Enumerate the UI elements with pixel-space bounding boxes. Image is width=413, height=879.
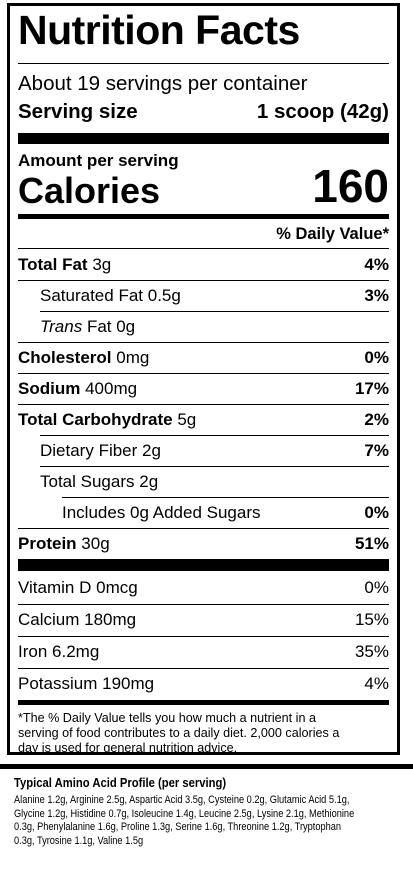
nutrient-amount: Fat 0g xyxy=(86,317,136,336)
nutrient-row-total-fat: Total Fat 3g 4% xyxy=(18,250,389,280)
row-rule xyxy=(18,604,389,605)
vitamin-name: Iron xyxy=(18,642,48,661)
amount-per-serving: Amount per serving xyxy=(18,151,179,170)
amino-line: 0.3g, Phenylalanine 1.6g, Proline 1.3g, … xyxy=(14,821,342,833)
row-rule xyxy=(18,404,389,405)
nutrient-name: Dietary Fiber xyxy=(40,441,138,460)
row-rule xyxy=(18,248,389,249)
vitamin-dv: 15% xyxy=(354,610,389,629)
vitamin-dv: 35% xyxy=(354,642,389,661)
serving-size-label: Serving size xyxy=(18,100,138,123)
vitamin-row-calcium: Calcium 180mg 15% xyxy=(18,605,389,635)
nutrient-dv: 3% xyxy=(364,286,389,305)
nutrition-facts-panel: Nutrition Facts About 19 servings per co… xyxy=(7,3,400,755)
nutrition-facts-title: Nutrition Facts xyxy=(18,7,300,53)
amino-profile-title: Typical Amino Acid Profile (per serving) xyxy=(14,776,227,790)
nutrient-name: Saturated Fat xyxy=(40,286,144,305)
row-rule xyxy=(40,311,389,312)
vitamin-name: Vitamin D xyxy=(18,578,92,597)
nutrient-name: Protein xyxy=(18,534,77,553)
amino-profile-body: Alanine 1.2g, Arginine 2.5g, Aspartic Ac… xyxy=(14,794,384,848)
nutrient-dv: 0% xyxy=(364,348,389,367)
calories-divider xyxy=(18,214,389,219)
nutrient-row-trans-fat: Trans Fat 0g xyxy=(18,312,389,342)
nutrient-name: Total Sugars xyxy=(40,472,135,491)
vitamin-dv: 4% xyxy=(364,674,389,693)
nutrient-dv: 51% xyxy=(354,534,389,553)
serving-size-value: 1 scoop (42g) xyxy=(256,100,389,123)
row-rule xyxy=(40,466,389,467)
serving-size-row: Serving size 1 scoop (42g) xyxy=(18,100,389,123)
amino-line: 0.3g, Tyrosine 1.1g, Valine 1.5g xyxy=(14,834,144,847)
nutrient-name: Sodium xyxy=(18,379,81,398)
row-rule xyxy=(18,528,389,529)
row-rule xyxy=(40,435,389,436)
daily-value-header: % Daily Value* xyxy=(276,225,389,243)
thick-divider-top xyxy=(18,133,389,144)
footnote-divider xyxy=(18,700,389,705)
nutrient-row-added-sugars: Includes 0g Added Sugars 0% xyxy=(18,498,389,528)
row-rule xyxy=(18,342,389,343)
calories-value: 160 xyxy=(312,160,389,212)
vitamin-name: Calcium xyxy=(18,610,80,629)
nutrient-row-total-sugars: Total Sugars 2g xyxy=(18,467,389,497)
nutrient-dv: 0% xyxy=(364,503,389,522)
row-rule xyxy=(62,497,389,498)
vitamin-row-potassium: Potassium 190mg 4% xyxy=(18,669,389,699)
nutrient-dv: 4% xyxy=(364,255,389,274)
footnote-line: *The % Daily Value tells you how much a … xyxy=(18,711,316,725)
vitamin-amount: 0mcg xyxy=(96,578,138,597)
daily-value-footnote: *The % Daily Value tells you how much a … xyxy=(18,711,389,756)
title-rule xyxy=(18,63,389,64)
nutrient-row-saturated-fat: Saturated Fat 0.5g 3% xyxy=(18,281,389,311)
nutrient-row-sodium: Sodium 400mg 17% xyxy=(18,374,389,404)
nutrient-amount: 30g xyxy=(81,534,110,553)
row-rule xyxy=(18,668,389,669)
nutrient-row-total-carbohydrate: Total Carbohydrate 5g 2% xyxy=(18,405,389,435)
row-rule xyxy=(18,636,389,637)
vitamin-dv: 0% xyxy=(364,578,389,597)
servings-per-container: About 19 servings per container xyxy=(18,72,308,95)
amino-line: Alanine 1.2g, Arginine 2.5g, Aspartic Ac… xyxy=(14,794,350,806)
row-rule xyxy=(18,280,389,281)
nutrient-row-protein: Protein 30g 51% xyxy=(18,529,389,559)
nutrient-dv: 7% xyxy=(364,441,389,460)
vitamin-row-iron: Iron 6.2mg 35% xyxy=(18,637,389,667)
nutrient-row-dietary-fiber: Dietary Fiber 2g 7% xyxy=(18,436,389,466)
nutrient-name: Cholesterol xyxy=(18,348,112,367)
vitamin-amount: 180mg xyxy=(84,610,137,629)
nutrient-name: Total Carbohydrate xyxy=(18,410,173,429)
amino-profile-top-bar xyxy=(0,764,413,769)
vitamin-row-vitamin-d: Vitamin D 0mcg 0% xyxy=(18,573,389,603)
nutrient-row-cholesterol: Cholesterol 0mg 0% xyxy=(18,343,389,373)
row-rule xyxy=(18,373,389,374)
nutrient-amount: 2g xyxy=(139,472,159,491)
nutrient-amount: 5g xyxy=(177,410,197,429)
nutrition-facts-inner: Nutrition Facts About 19 servings per co… xyxy=(18,6,389,755)
footnote-line: day is used for general nutrition advice… xyxy=(18,741,238,755)
vitamin-amount: 190mg xyxy=(102,674,155,693)
nutrient-name: Trans xyxy=(40,317,83,336)
nutrient-dv: 2% xyxy=(364,410,389,429)
nutrient-amount: 400mg xyxy=(85,379,138,398)
nutrient-dv: 17% xyxy=(354,379,389,398)
amino-line: Glycine 1.2g, Histidine 0.7g, Isoleucine… xyxy=(14,807,355,820)
vitamin-amount: 6.2mg xyxy=(52,642,100,661)
nutrient-amount: 2g xyxy=(142,441,161,460)
nutrient-amount: 0.5g xyxy=(147,286,181,305)
footnote-line: serving of food contributes to a daily d… xyxy=(18,726,340,740)
thick-divider-vitamins xyxy=(18,559,389,571)
nutrient-name: Includes 0g Added Sugars xyxy=(62,503,261,522)
calories-label: Calories xyxy=(18,170,161,211)
nutrient-amount: 0mg xyxy=(116,348,150,367)
nutrient-amount: 3g xyxy=(92,255,112,274)
vitamin-name: Potassium xyxy=(18,674,98,693)
nutrient-name: Total Fat xyxy=(18,255,88,274)
